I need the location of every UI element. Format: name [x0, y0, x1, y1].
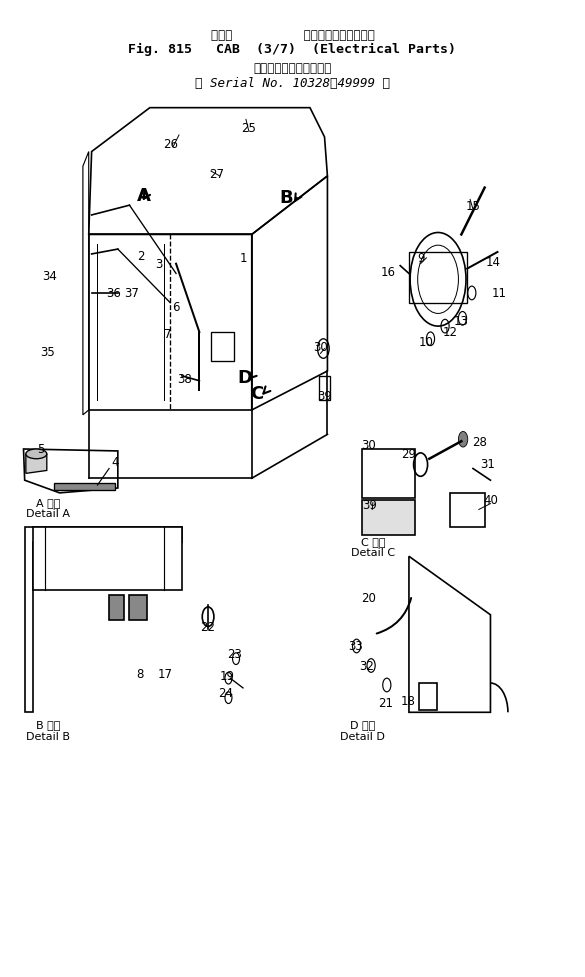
- Text: 38: 38: [177, 373, 192, 386]
- Text: 37: 37: [124, 287, 139, 300]
- Text: 23: 23: [227, 648, 242, 660]
- Text: 33: 33: [348, 640, 363, 653]
- Text: 27: 27: [209, 167, 224, 181]
- Polygon shape: [109, 596, 123, 620]
- Text: C: C: [250, 385, 263, 403]
- Text: 3: 3: [155, 258, 162, 271]
- Polygon shape: [26, 454, 47, 474]
- Text: A 詳細
Detail A: A 詳細 Detail A: [26, 497, 70, 519]
- Text: B: B: [280, 190, 294, 207]
- Text: 7: 7: [164, 328, 171, 341]
- Text: Fig. 815   CAB  (3/7)  (Electrical Parts): Fig. 815 CAB (3/7) (Electrical Parts): [129, 43, 456, 57]
- Polygon shape: [129, 596, 147, 620]
- Text: 28: 28: [473, 435, 487, 448]
- Text: 24: 24: [218, 687, 233, 700]
- Text: 40: 40: [483, 493, 498, 507]
- Text: （ Serial No. 10328～49999 ）: （ Serial No. 10328～49999 ）: [195, 77, 390, 90]
- Text: 34: 34: [42, 270, 57, 282]
- Text: 10: 10: [419, 336, 434, 349]
- Text: 13: 13: [454, 315, 469, 327]
- Text: 15: 15: [466, 199, 480, 212]
- Text: 20: 20: [361, 591, 376, 604]
- Polygon shape: [419, 683, 437, 710]
- Circle shape: [459, 432, 468, 447]
- Text: 5: 5: [37, 443, 44, 456]
- Text: D 詳細
Detail D: D 詳細 Detail D: [340, 719, 385, 741]
- Text: 1: 1: [239, 252, 247, 265]
- Text: B 詳細
Detail B: B 詳細 Detail B: [26, 719, 70, 741]
- Polygon shape: [25, 528, 182, 712]
- Polygon shape: [23, 449, 118, 493]
- Text: 6: 6: [173, 301, 180, 314]
- Ellipse shape: [26, 449, 47, 459]
- Polygon shape: [33, 528, 182, 591]
- Text: 9: 9: [417, 252, 424, 265]
- Text: 22: 22: [201, 620, 216, 633]
- Text: 39: 39: [317, 390, 332, 403]
- Text: 32: 32: [360, 659, 374, 672]
- Text: （　通　用　号　機　）: （ 通 用 号 機 ）: [253, 62, 332, 75]
- Text: 25: 25: [242, 121, 256, 135]
- Text: 2: 2: [137, 250, 145, 263]
- Polygon shape: [54, 484, 115, 490]
- Polygon shape: [211, 332, 234, 361]
- Text: 8: 8: [136, 667, 144, 680]
- Polygon shape: [362, 449, 415, 498]
- Text: キャブ          エレクトリカルパーツ: キャブ エレクトリカルパーツ: [211, 28, 374, 42]
- Text: 31: 31: [480, 457, 495, 471]
- Text: 29: 29: [401, 447, 417, 461]
- Text: 16: 16: [381, 266, 396, 278]
- Polygon shape: [362, 500, 415, 535]
- Polygon shape: [450, 493, 484, 528]
- Text: 36: 36: [106, 287, 121, 300]
- Text: 17: 17: [158, 667, 173, 680]
- Text: 18: 18: [400, 695, 415, 707]
- Text: 30: 30: [313, 341, 328, 354]
- Text: 4: 4: [111, 455, 119, 469]
- Text: C 詳細
Detail C: C 詳細 Detail C: [351, 536, 395, 558]
- Text: 11: 11: [491, 287, 507, 300]
- Text: A: A: [137, 188, 151, 205]
- Text: 30: 30: [361, 438, 376, 451]
- Text: 12: 12: [442, 326, 457, 339]
- Text: 39: 39: [362, 498, 377, 512]
- Text: 26: 26: [163, 138, 178, 151]
- Text: 35: 35: [40, 346, 56, 359]
- Text: 19: 19: [220, 669, 235, 682]
- Text: 14: 14: [486, 256, 501, 269]
- Text: D: D: [238, 368, 252, 387]
- Text: 21: 21: [378, 697, 393, 709]
